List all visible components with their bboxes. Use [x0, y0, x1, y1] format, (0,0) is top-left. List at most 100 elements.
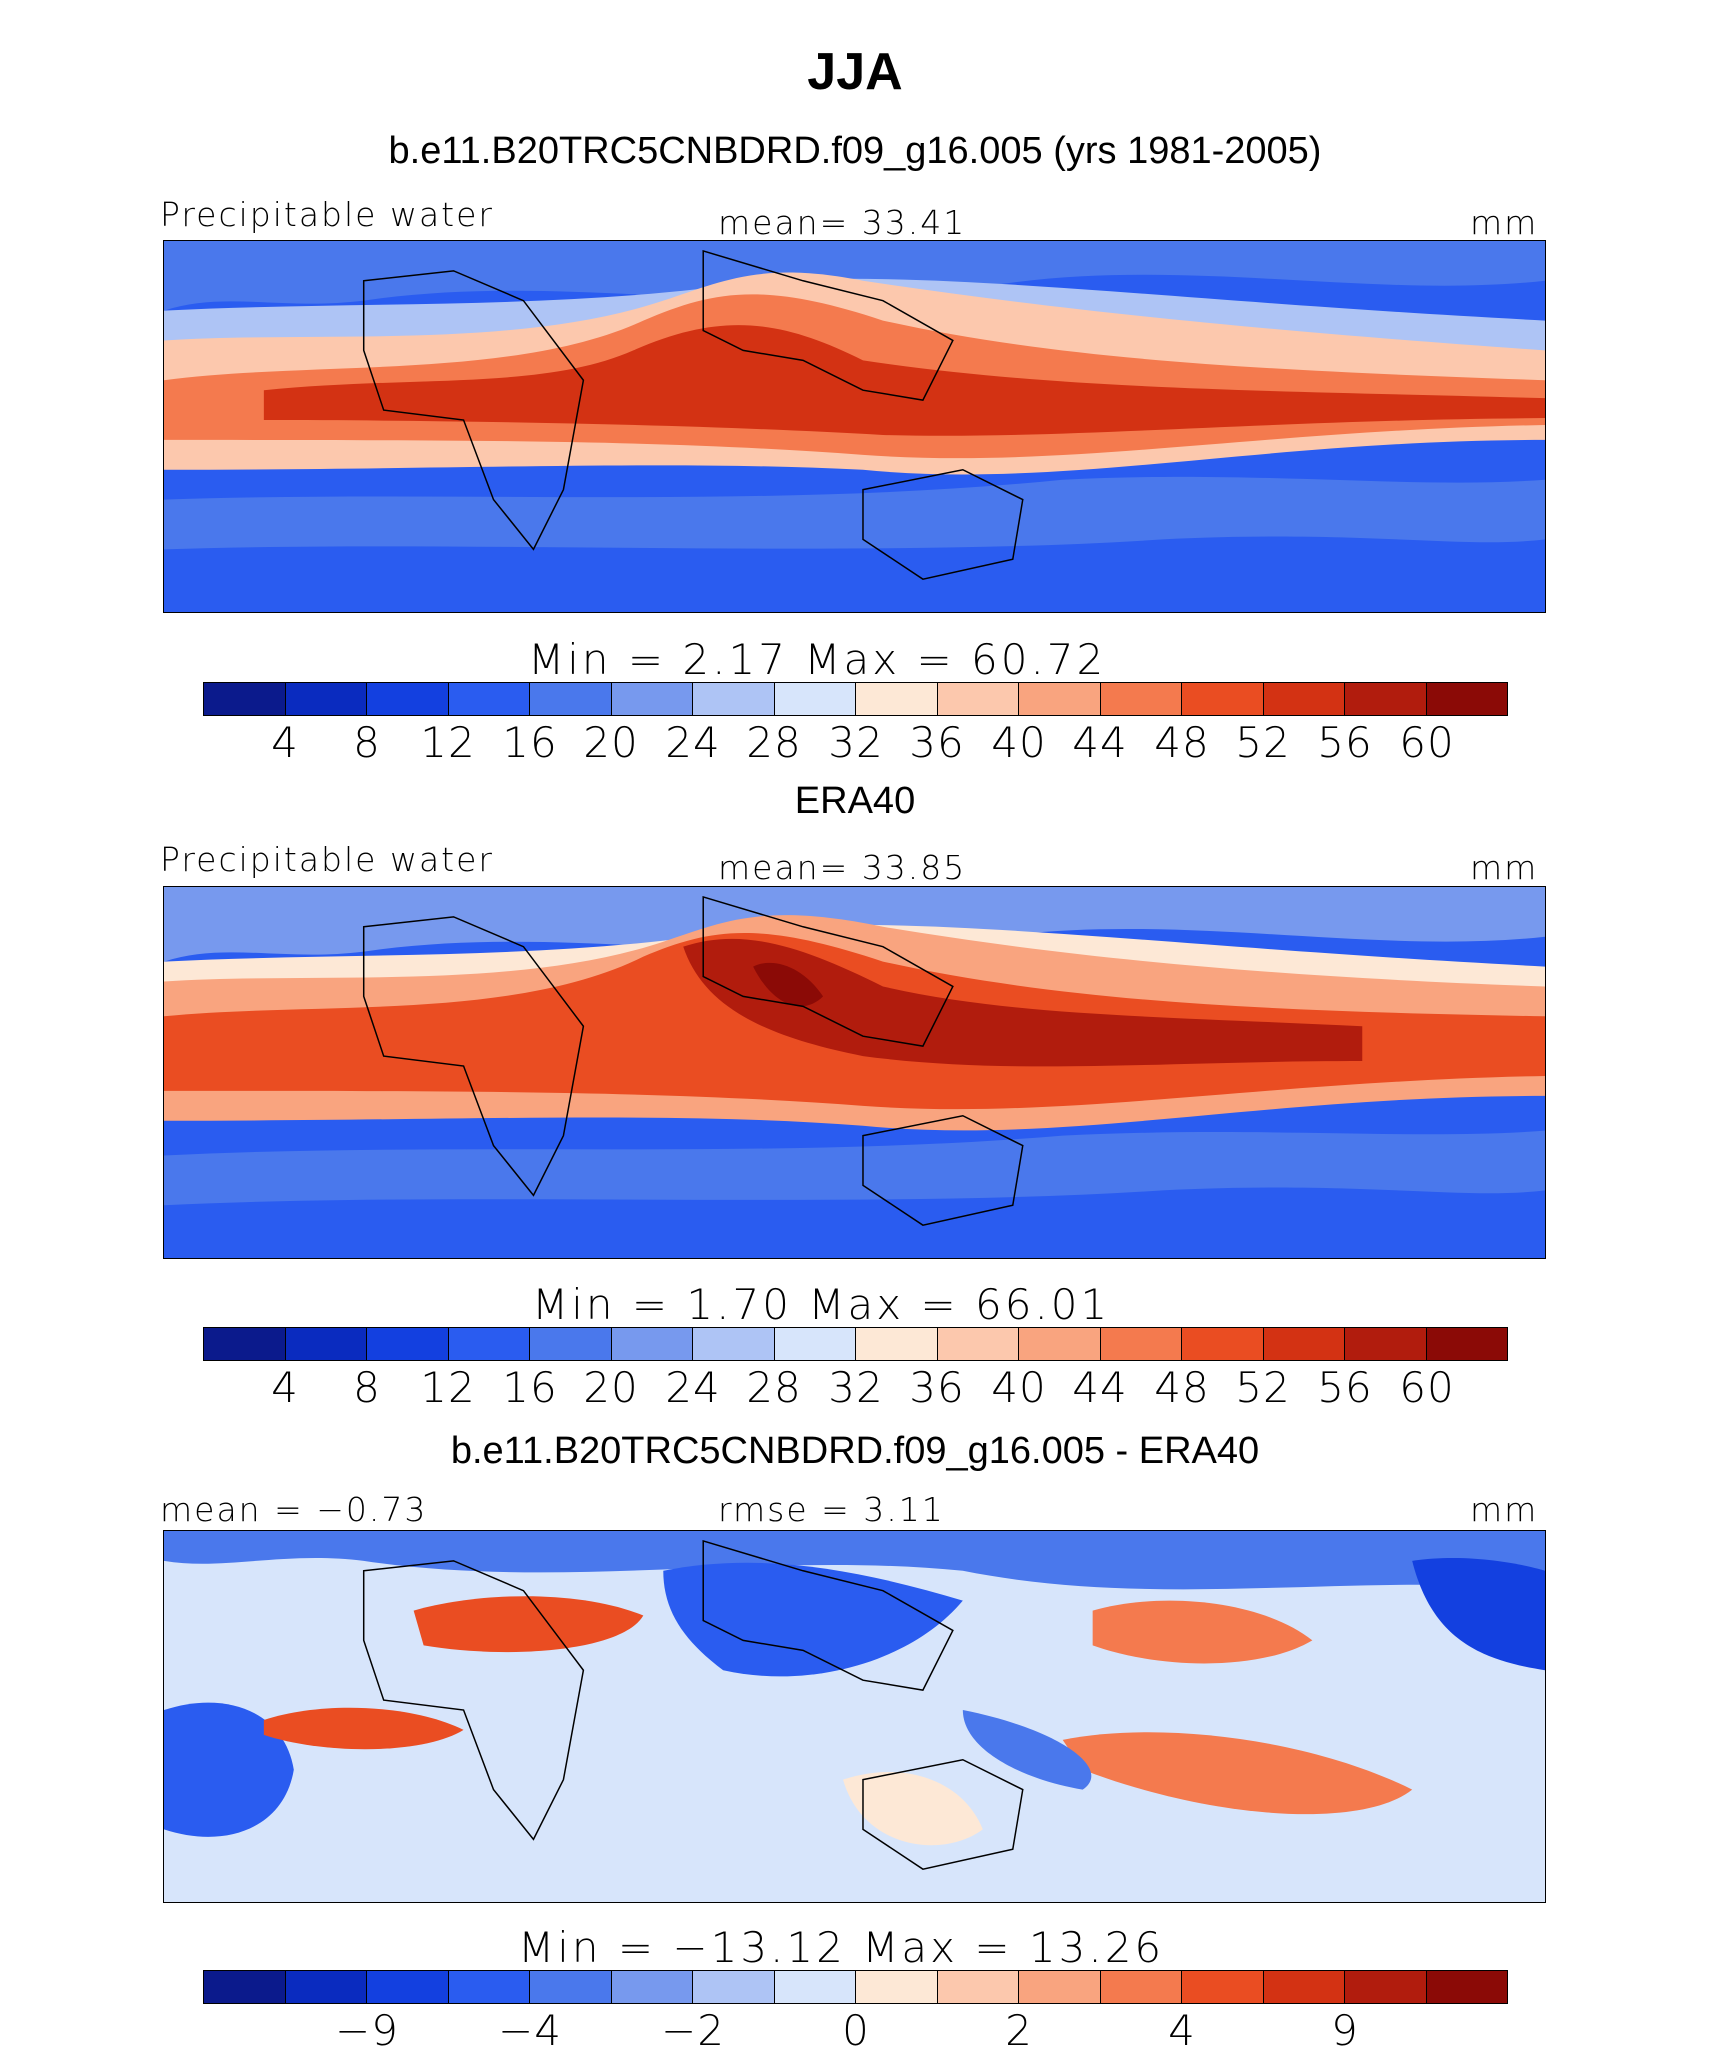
- south-america-negative: [164, 1702, 294, 1837]
- colorbar-tick: 52: [1235, 718, 1291, 767]
- australia-coastline: [862, 1758, 1024, 1870]
- colorbar-cell: [1263, 1328, 1345, 1360]
- panel-2-mean-label: mean= 33.85: [718, 848, 967, 887]
- colorbar-tick: 4: [271, 1363, 299, 1412]
- colorbar-tick: 4: [1168, 2006, 1196, 2055]
- warm-maximum: [753, 962, 824, 1007]
- colorbar-cell: [774, 1328, 856, 1360]
- colorbar-cell: [1182, 683, 1264, 715]
- colorbar-tick: 60: [1399, 718, 1455, 767]
- colorbar-tick: 9: [1331, 2006, 1359, 2055]
- panel-1-map-svg: [164, 241, 1545, 612]
- colorbar-tick: 36: [909, 718, 965, 767]
- colorbar-cell: [530, 1971, 612, 2003]
- maritime-negative: [962, 1710, 1092, 1790]
- colorbar-tick: 56: [1317, 718, 1373, 767]
- southern-cool: [164, 1187, 1545, 1258]
- colorbar-cell: [1182, 1971, 1264, 2003]
- colorbar-tick: −4: [498, 2006, 562, 2055]
- south-pacific-positive: [1062, 1732, 1413, 1815]
- colorbar-cell: [367, 1328, 449, 1360]
- colorbar-cell: [530, 683, 612, 715]
- colorbar-cell: [937, 1328, 1019, 1360]
- colorbar-cell: [530, 1328, 612, 1360]
- colorbar-cell: [285, 1971, 367, 2003]
- colorbar-cell: [774, 1971, 856, 2003]
- southern-cool: [164, 536, 1545, 612]
- panel-3-mean-label: mean = −0.73: [160, 1490, 428, 1529]
- africa-coastline: [362, 270, 585, 551]
- africa-coastline: [362, 1560, 585, 1841]
- colorbar-tick: 40: [991, 718, 1047, 767]
- colorbar-cell: [1263, 1971, 1345, 2003]
- colorbar-tick: 16: [502, 1363, 558, 1412]
- colorbar-cell: [204, 1328, 286, 1360]
- colorbar-cell: [1345, 683, 1427, 715]
- colorbar-tick: 60: [1399, 1363, 1455, 1412]
- colorbar-tick: 0: [842, 2006, 870, 2055]
- colorbar-tick: 28: [746, 718, 802, 767]
- colorbar-tick: 8: [353, 718, 381, 767]
- panel-3-heading: b.e11.B20TRC5CNBDRD.f09_g16.005 - ERA40: [450, 1430, 1260, 1472]
- colorbar-cell: [1345, 1971, 1427, 2003]
- sahara-positive: [413, 1596, 644, 1653]
- colorbar-cell: [1263, 683, 1345, 715]
- colorbar-tick: 44: [1072, 718, 1128, 767]
- colorbar-cell: [611, 1328, 693, 1360]
- asia-coastline: [702, 249, 954, 401]
- panel-2-heading: ERA40: [794, 780, 916, 822]
- colorbar-cell: [1345, 1328, 1427, 1360]
- panel-1-variable-label: Precipitable water: [160, 195, 494, 234]
- panel-1-minmax: Min = 2.17 Max = 60.72: [528, 635, 1107, 684]
- panel-3-map-svg: [164, 1531, 1545, 1902]
- colorbar-cell: [611, 683, 693, 715]
- panel-2-variable-label: Precipitable water: [160, 840, 494, 879]
- colorbar-tick: 40: [991, 1363, 1047, 1412]
- colorbar-tick: 28: [746, 1363, 802, 1412]
- panel-2-colorbar: [203, 1327, 1508, 1361]
- colorbar-cell: [937, 683, 1019, 715]
- panel-1-colorbar: [203, 682, 1508, 716]
- colorbar-cell: [1426, 683, 1507, 715]
- colorbar-tick: 2: [1005, 2006, 1033, 2055]
- panel-1-heading: b.e11.B20TRC5CNBDRD.f09_g16.005 (yrs 198…: [388, 130, 1322, 172]
- colorbar-cell: [693, 683, 775, 715]
- colorbar-cell: [856, 1971, 938, 2003]
- colorbar-cell: [1019, 683, 1101, 715]
- colorbar-cell: [856, 683, 938, 715]
- panel-2-minmax: Min = 1.70 Max = 66.01: [532, 1280, 1111, 1329]
- colorbar-cell: [1100, 1328, 1182, 1360]
- colorbar-tick: 32: [828, 1363, 884, 1412]
- colorbar-tick: 48: [1154, 718, 1210, 767]
- colorbar-tick: −9: [335, 2006, 399, 2055]
- colorbar-cell: [1182, 1328, 1264, 1360]
- asia-coastline: [702, 895, 954, 1047]
- panel-3-map: [163, 1530, 1546, 1903]
- colorbar-tick: 32: [828, 718, 884, 767]
- colorbar-cell: [1100, 1971, 1182, 2003]
- northern-band: [164, 241, 1545, 311]
- colorbar-cell: [693, 1971, 775, 2003]
- colorbar-cell: [204, 1971, 286, 2003]
- panel-1-units-label: mm: [1470, 203, 1539, 242]
- colorbar-tick: 24: [665, 1363, 721, 1412]
- colorbar-cell: [1426, 1971, 1507, 2003]
- colorbar-tick: 12: [420, 1363, 476, 1412]
- australia-coastline: [862, 468, 1024, 580]
- africa-coastline: [362, 916, 585, 1197]
- warm-band-core: [263, 325, 1545, 436]
- colorbar-tick: 8: [353, 1363, 381, 1412]
- colorbar-cell: [1426, 1328, 1507, 1360]
- colorbar-tick: 56: [1317, 1363, 1373, 1412]
- panel-3-minmax: Min = −13.12 Max = 13.26: [518, 1923, 1165, 1972]
- northern-cool: [164, 1531, 1545, 1591]
- colorbar-tick: 4: [271, 718, 299, 767]
- colorbar-cell: [367, 1971, 449, 2003]
- colorbar-cell: [285, 683, 367, 715]
- panel-3-colorbar: [203, 1970, 1508, 2004]
- panel-2-map-svg: [164, 887, 1545, 1258]
- panel-1-map: [163, 240, 1546, 613]
- panel-3-rmse-label: rmse = 3.11: [718, 1490, 945, 1529]
- colorbar-tick: 24: [665, 718, 721, 767]
- colorbar-cell: [1100, 683, 1182, 715]
